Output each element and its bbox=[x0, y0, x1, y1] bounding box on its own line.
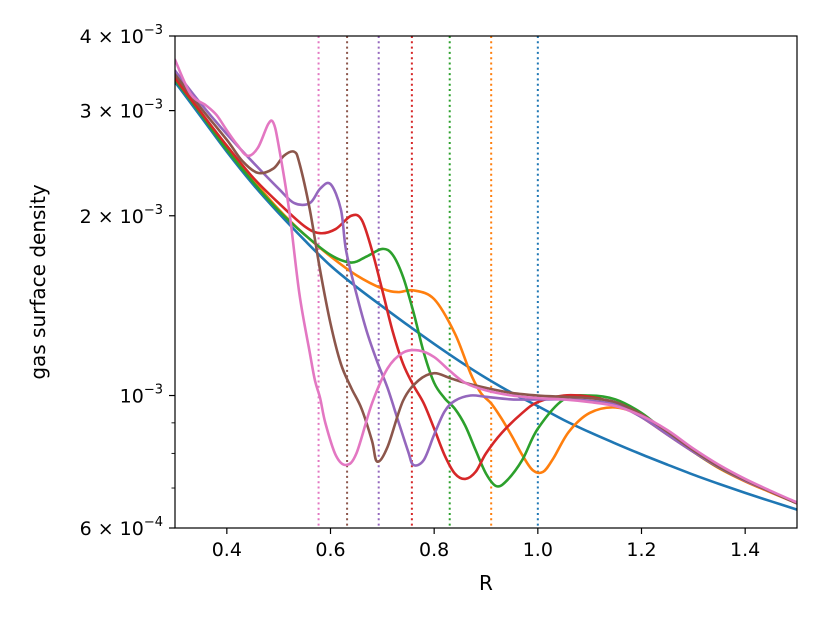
x-axis-label: R bbox=[479, 571, 493, 595]
y-tick-label: 2 × 10−3 bbox=[80, 203, 163, 228]
plot-frame bbox=[174, 35, 798, 529]
y-tick-label: 4 × 10−3 bbox=[80, 23, 163, 48]
x-tick-label: 1.2 bbox=[626, 539, 656, 561]
series-line-7 bbox=[175, 58, 797, 504]
series-line-4 bbox=[175, 76, 797, 505]
x-tick-label: 0.8 bbox=[419, 539, 449, 561]
x-axis-ticks: 0.4 0.6 0.8 1.0 1.2 1.4 bbox=[212, 528, 760, 561]
series-layer bbox=[175, 58, 797, 511]
series-line-2 bbox=[175, 76, 797, 505]
y-tick-label: 6 × 10−4 bbox=[80, 515, 163, 540]
series-line-3 bbox=[175, 78, 797, 505]
series-line-1 bbox=[175, 80, 797, 511]
series-line-5 bbox=[175, 69, 797, 505]
x-tick-label: 1.4 bbox=[730, 539, 760, 561]
y-tick-label: 10−3 bbox=[120, 383, 163, 408]
x-tick-label: 0.4 bbox=[212, 539, 242, 561]
y-tick-label: 3 × 10−3 bbox=[80, 98, 163, 123]
x-tick-label: 1.0 bbox=[523, 539, 553, 561]
x-tick-label: 0.6 bbox=[315, 539, 345, 561]
series-line-6 bbox=[175, 73, 797, 505]
y-axis-ticks: 4 × 10−3 3 × 10−3 2 × 10−3 10−3 6 × 10−4 bbox=[80, 23, 175, 540]
y-axis-label: gas surface density bbox=[26, 184, 50, 379]
